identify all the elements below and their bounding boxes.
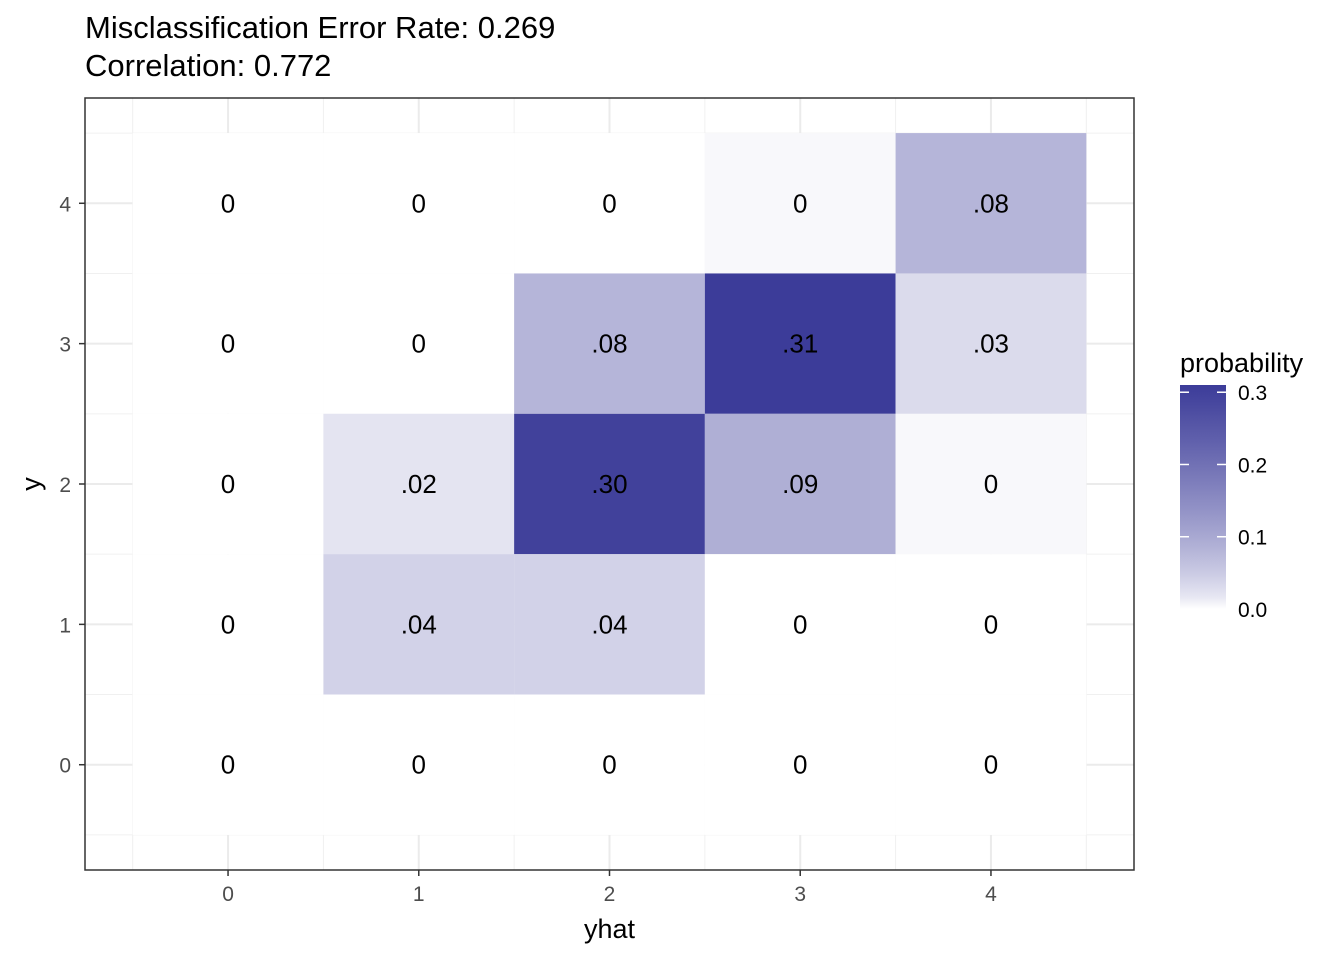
heatmap-cell: [895, 413, 1087, 555]
cell-value-label: 0: [984, 750, 998, 780]
cell-value-label: 0: [412, 329, 426, 359]
heatmap-cell: [323, 554, 515, 695]
heatmap-cell: [132, 554, 324, 695]
heatmap-cell: [704, 554, 896, 695]
cell-value-label: 0: [602, 188, 616, 218]
cell-value-label: .02: [401, 469, 437, 499]
legend-tick-label: 0.3: [1238, 382, 1267, 405]
cell-value-label: .31: [782, 329, 818, 359]
heatmap-cell: [132, 413, 324, 555]
cell-value-label: .04: [591, 609, 627, 639]
heatmap-cell: [895, 133, 1087, 274]
heatmap-cell: [514, 413, 705, 555]
cell-value-label: 0: [793, 609, 807, 639]
chart-title-error-rate: Misclassification Error Rate: 0.269: [85, 10, 556, 45]
heatmap-cell: [704, 133, 896, 274]
heatmap-cell: [895, 273, 1087, 414]
heatmap-cell: [323, 694, 515, 835]
cell-value-label: 0: [221, 188, 235, 218]
heatmap-cell: [132, 273, 324, 414]
x-tick-label: 4: [985, 883, 997, 906]
cell-value-label: 0: [412, 750, 426, 780]
heatmap-cell: [514, 554, 705, 695]
heatmap-cell: [704, 694, 896, 835]
cell-value-label: .09: [782, 469, 818, 499]
legend-tick-label: 0.2: [1238, 454, 1267, 477]
x-tick-label: 1: [413, 883, 425, 906]
cell-value-label: 0: [221, 469, 235, 499]
cell-value-label: .08: [591, 329, 627, 359]
heatmap-cell: [323, 133, 515, 274]
cell-value-label: 0: [984, 609, 998, 639]
y-axis-title: y: [16, 477, 46, 491]
cell-value-label: 0: [412, 188, 426, 218]
cell-value-label: 0: [221, 609, 235, 639]
y-tick-label: 4: [59, 193, 71, 216]
y-tick-label: 2: [59, 474, 71, 497]
legend-tick-label: 0.1: [1238, 527, 1267, 550]
cell-value-label: 0: [602, 750, 616, 780]
cell-value-label: 0: [793, 750, 807, 780]
x-axis-title: yhat: [584, 914, 636, 944]
chart-title-correlation: Correlation: 0.772: [85, 48, 332, 83]
x-tick-label: 0: [222, 883, 234, 906]
heatmap-cell: [895, 694, 1087, 835]
cell-value-label: 0: [221, 750, 235, 780]
cell-value-label: 0: [221, 329, 235, 359]
x-tick-label: 3: [794, 883, 806, 906]
y-tick-label: 0: [59, 755, 71, 778]
cell-value-label: 0: [984, 469, 998, 499]
heatmap-cell: [514, 133, 705, 274]
legend-colorbar: [1180, 385, 1226, 609]
heatmap-cell: [704, 273, 896, 414]
heatmap-cell: [323, 413, 515, 555]
cell-value-label: .30: [591, 469, 627, 499]
cell-value-label: 0: [793, 188, 807, 218]
heatmap-cell: [704, 413, 896, 555]
x-tick-label: 2: [604, 883, 616, 906]
heatmap-cell: [514, 273, 705, 414]
heatmap-cell: [132, 133, 324, 274]
y-tick-label: 1: [59, 614, 71, 637]
cell-value-label: .08: [973, 188, 1009, 218]
heatmap-cell: [132, 694, 324, 835]
heatmap-cell: [514, 694, 705, 835]
heatmap-cell: [895, 554, 1087, 695]
legend-title: probability: [1180, 348, 1304, 378]
cell-value-label: .04: [401, 609, 437, 639]
y-tick-label: 3: [59, 334, 71, 357]
legend-tick-label: 0.0: [1238, 599, 1267, 622]
heatmap-cell: [323, 273, 515, 414]
cell-value-label: .03: [973, 329, 1009, 359]
